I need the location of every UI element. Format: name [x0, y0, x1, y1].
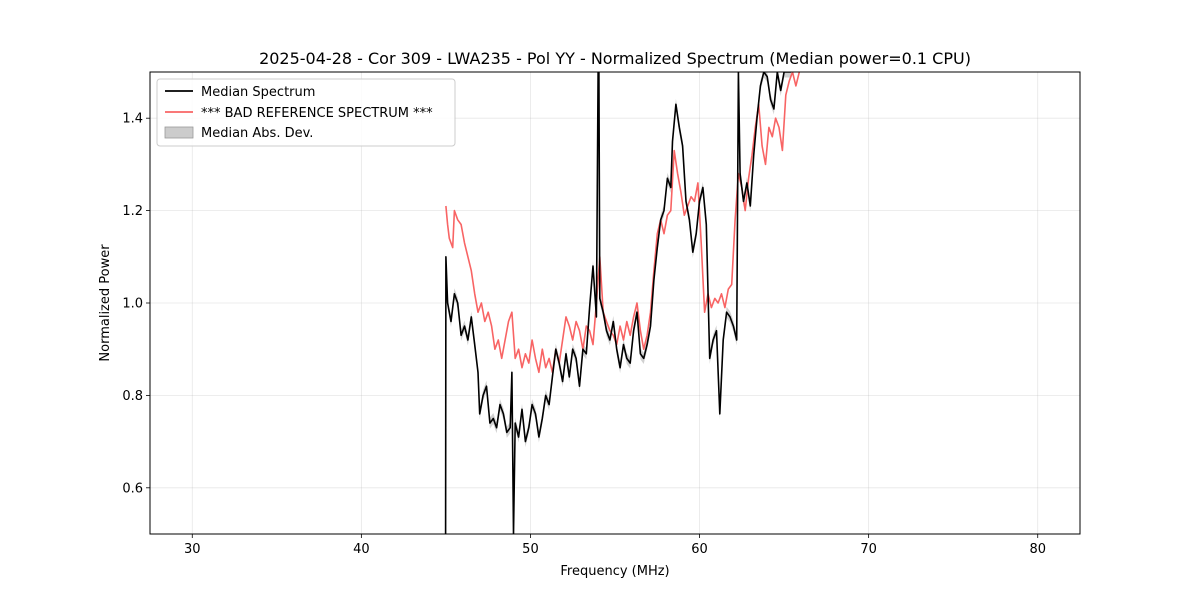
series-layer: [444, 72, 801, 534]
y-tick-label: 1.4: [122, 112, 143, 127]
y-tick-label: 1.2: [122, 204, 143, 219]
legend-label-reference: *** BAD REFERENCE SPECTRUM ***: [201, 106, 433, 121]
y-axis: 0.6 0.8 1.0 1.2 1.4: [122, 112, 150, 496]
x-tick-label: 70: [860, 542, 877, 557]
y-tick-label: 0.8: [122, 389, 143, 404]
reference-spectrum-line: [445, 72, 801, 374]
x-tick-label: 30: [184, 542, 201, 557]
y-axis-label: Normalized Power: [98, 244, 113, 362]
x-tick-label: 50: [522, 542, 539, 557]
legend-swatch-mad: [164, 126, 194, 139]
legend: Median Spectrum *** BAD REFERENCE SPECTR…: [156, 78, 456, 147]
x-tick-label: 80: [1029, 542, 1046, 557]
y-tick-label: 1.0: [122, 297, 143, 312]
median-spectrum-line: [444, 72, 791, 534]
legend-label-median: Median Spectrum: [201, 85, 315, 100]
x-tick-label: 60: [691, 542, 708, 557]
x-axis-label: Frequency (MHz): [560, 564, 669, 579]
legend-box: [156, 78, 456, 147]
x-axis: 30 40 50 60 70 80: [184, 534, 1046, 557]
legend-label-mad: Median Abs. Dev.: [201, 126, 313, 141]
grid: [150, 72, 1080, 534]
y-tick-label: 0.6: [122, 481, 143, 496]
chart-title: 2025-04-28 - Cor 309 - LWA235 - Pol YY -…: [259, 49, 971, 68]
x-tick-label: 40: [353, 542, 370, 557]
